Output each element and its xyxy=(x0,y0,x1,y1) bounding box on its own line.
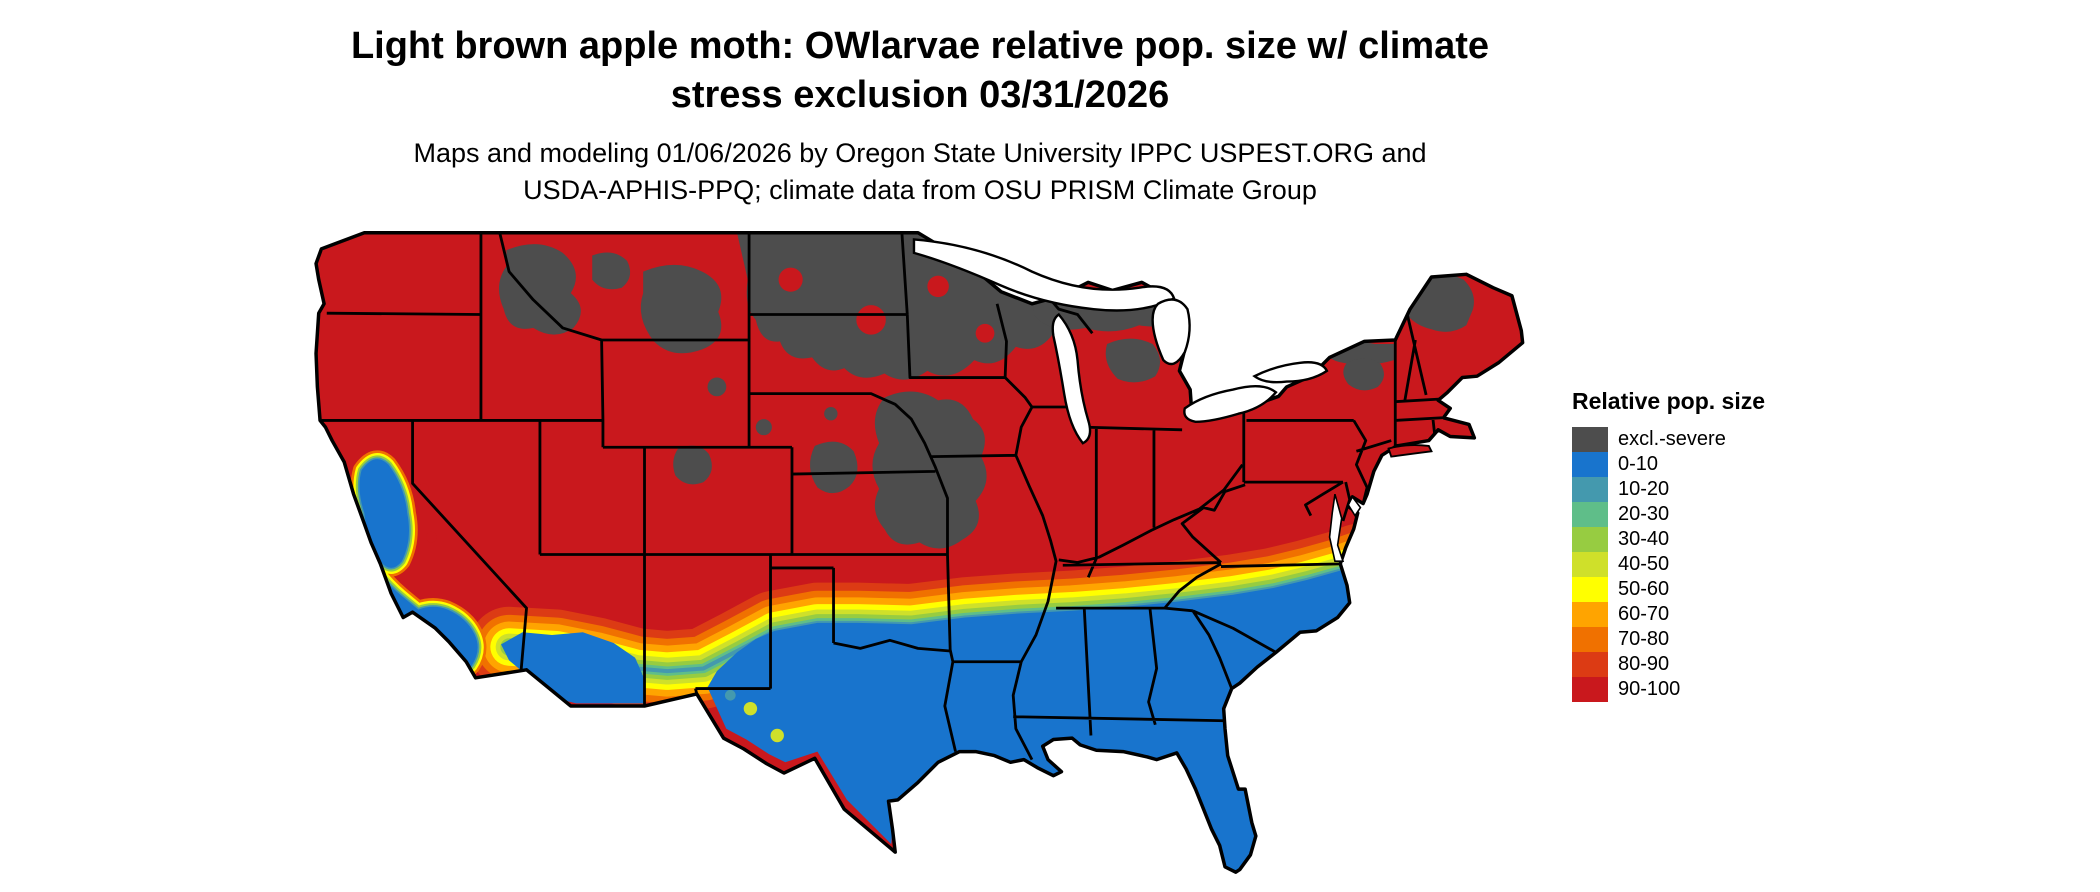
lake-ontario xyxy=(1252,361,1329,384)
legend-swatch-box xyxy=(1572,652,1608,677)
legend-swatch xyxy=(1572,677,1608,702)
excluded-speckle-2 xyxy=(755,419,772,436)
legend-label: 70-80 xyxy=(1618,628,1670,650)
legend-label: 50-60 xyxy=(1618,578,1670,600)
tx-yellow-speckle-2 xyxy=(770,728,784,743)
legend-swatch-box xyxy=(1572,477,1608,502)
legend-row: 50-60 xyxy=(1572,577,1765,602)
map-subtitle: Maps and modeling 01/06/2026 by Oregon S… xyxy=(0,135,1840,208)
legend-swatch xyxy=(1572,602,1608,627)
legend-swatch-box xyxy=(1572,527,1608,552)
legend-swatch xyxy=(1572,502,1608,527)
red-speckle-4 xyxy=(975,323,995,343)
map-title: Light brown apple moth: OWlarvae relativ… xyxy=(0,22,1840,119)
tx-teal-speckle xyxy=(724,689,736,701)
legend-swatch-box xyxy=(1572,502,1608,527)
delaware-bay xyxy=(1347,495,1362,518)
legend-swatch xyxy=(1572,552,1608,577)
legend-swatch xyxy=(1572,527,1608,552)
tx-yellow-speckle-1 xyxy=(743,701,758,716)
long-island xyxy=(1387,444,1433,458)
legend-swatch-box xyxy=(1572,602,1608,627)
legend-row: 90-100 xyxy=(1572,677,1765,702)
excluded-montana-small xyxy=(592,252,631,290)
red-speckle-3 xyxy=(927,275,949,298)
excluded-northern-michigan xyxy=(1105,338,1161,383)
excluded-utah-mountains xyxy=(673,445,712,485)
red-speckles-north xyxy=(778,267,995,343)
excluded-montana-west xyxy=(498,244,581,335)
legend-swatch-box xyxy=(1572,427,1608,452)
legend-swatch-box xyxy=(1572,452,1608,477)
legend-row: excl.-severe xyxy=(1572,427,1765,452)
legend-label: 60-70 xyxy=(1618,603,1670,625)
legend-label: excl.-severe xyxy=(1618,428,1726,450)
legend-swatch-box xyxy=(1572,577,1608,602)
excluded-adirondacks xyxy=(1343,358,1384,391)
legend-row: 30-40 xyxy=(1572,527,1765,552)
state-borders xyxy=(320,232,1443,761)
legend-swatch xyxy=(1572,427,1608,452)
legend-swatch-box xyxy=(1572,627,1608,652)
chesapeake-bay xyxy=(1328,493,1345,563)
legend-label: 30-40 xyxy=(1618,528,1670,550)
legend-row: 80-90 xyxy=(1572,652,1765,677)
west-texas-speckles xyxy=(724,689,784,743)
legend-swatch-box xyxy=(1572,677,1608,702)
excluded-montana-central xyxy=(640,264,722,354)
map-fill-layers xyxy=(316,232,1523,873)
us-map xyxy=(314,230,1525,874)
legend-swatch xyxy=(1572,652,1608,677)
legend-row: 10-20 xyxy=(1572,477,1765,502)
legend-row: 70-80 xyxy=(1572,627,1765,652)
lake-erie xyxy=(1183,384,1278,423)
red-speckle-1 xyxy=(778,267,803,292)
map-subtitle-line1: Maps and modeling 01/06/2026 by Oregon S… xyxy=(413,138,1427,169)
legend-swatch xyxy=(1572,577,1608,602)
legend-row: 20-30 xyxy=(1572,502,1765,527)
legend-swatch-box xyxy=(1572,552,1608,577)
legend: Relative pop. size excl.-severe 0-10 10-… xyxy=(1572,388,1765,702)
map-title-line2: stress exclusion 03/31/2026 xyxy=(670,73,1170,116)
title-block: Light brown apple moth: OWlarvae relativ… xyxy=(0,22,1840,208)
legend-swatch xyxy=(1572,627,1608,652)
excluded-speckle-1 xyxy=(707,377,727,397)
red-speckle-2 xyxy=(856,305,886,335)
state-borders-layer xyxy=(320,232,1443,761)
great-lakes xyxy=(912,238,1329,445)
map-title-line1: Light brown apple moth: OWlarvae relativ… xyxy=(350,25,1490,67)
legend-row: 60-70 xyxy=(1572,602,1765,627)
legend-label: 20-30 xyxy=(1618,503,1670,525)
legend-row: 40-50 xyxy=(1572,552,1765,577)
legend-label: 10-20 xyxy=(1618,478,1670,500)
legend-row: 0-10 xyxy=(1572,452,1765,477)
excluded-speckle-3 xyxy=(824,407,838,421)
legend-label: 40-50 xyxy=(1618,553,1670,575)
lake-huron xyxy=(1151,298,1191,366)
legend-swatch xyxy=(1572,477,1608,502)
map-subtitle-line2: USDA-APHIS-PPQ; climate data from OSU PR… xyxy=(523,174,1317,205)
legend-label: 90-100 xyxy=(1618,678,1681,700)
legend-swatch xyxy=(1572,452,1608,477)
legend-title: Relative pop. size xyxy=(1572,388,1766,414)
excluded-colorado-rockies xyxy=(810,441,858,494)
sierra-red-speckle-2 xyxy=(425,531,437,543)
excluded-wyoming-rockies xyxy=(872,391,987,549)
legend-label: 80-90 xyxy=(1618,653,1670,675)
lake-michigan xyxy=(1051,312,1092,445)
legend-label: 0-10 xyxy=(1618,453,1659,475)
